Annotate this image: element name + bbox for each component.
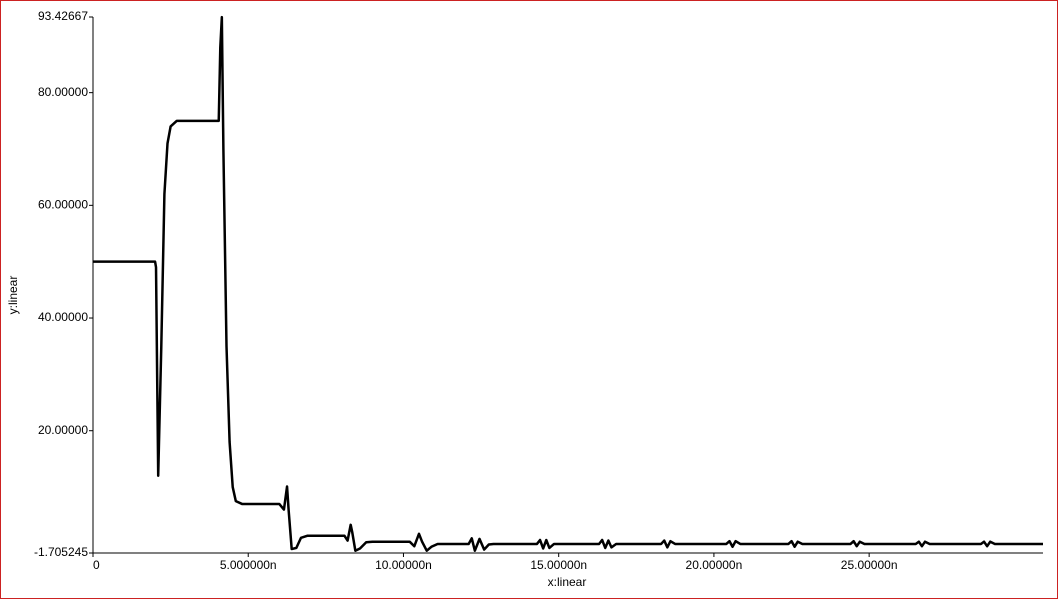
x-tick-label: 20.00000n — [686, 558, 743, 572]
x-tick-label: 15.00000n — [530, 558, 587, 572]
y-axis-label: y:linear — [6, 276, 20, 315]
y-tick-label: 20.00000 — [38, 423, 88, 437]
y-tick-label: 93.42667 — [38, 9, 88, 23]
x-tick-label: 5.000000n — [220, 558, 277, 572]
y-tick-label: -1.705245 — [34, 545, 88, 559]
x-tick-label: 25.00000n — [841, 558, 898, 572]
x-tick-label: 10.00000n — [375, 558, 432, 572]
y-tick-label: 80.00000 — [38, 85, 88, 99]
series-line — [93, 15, 1043, 552]
y-tick-label: 40.00000 — [38, 310, 88, 324]
x-axis-label: x:linear — [548, 575, 587, 589]
y-tick-label: 60.00000 — [38, 198, 88, 212]
x-tick-label: 0 — [93, 558, 100, 572]
